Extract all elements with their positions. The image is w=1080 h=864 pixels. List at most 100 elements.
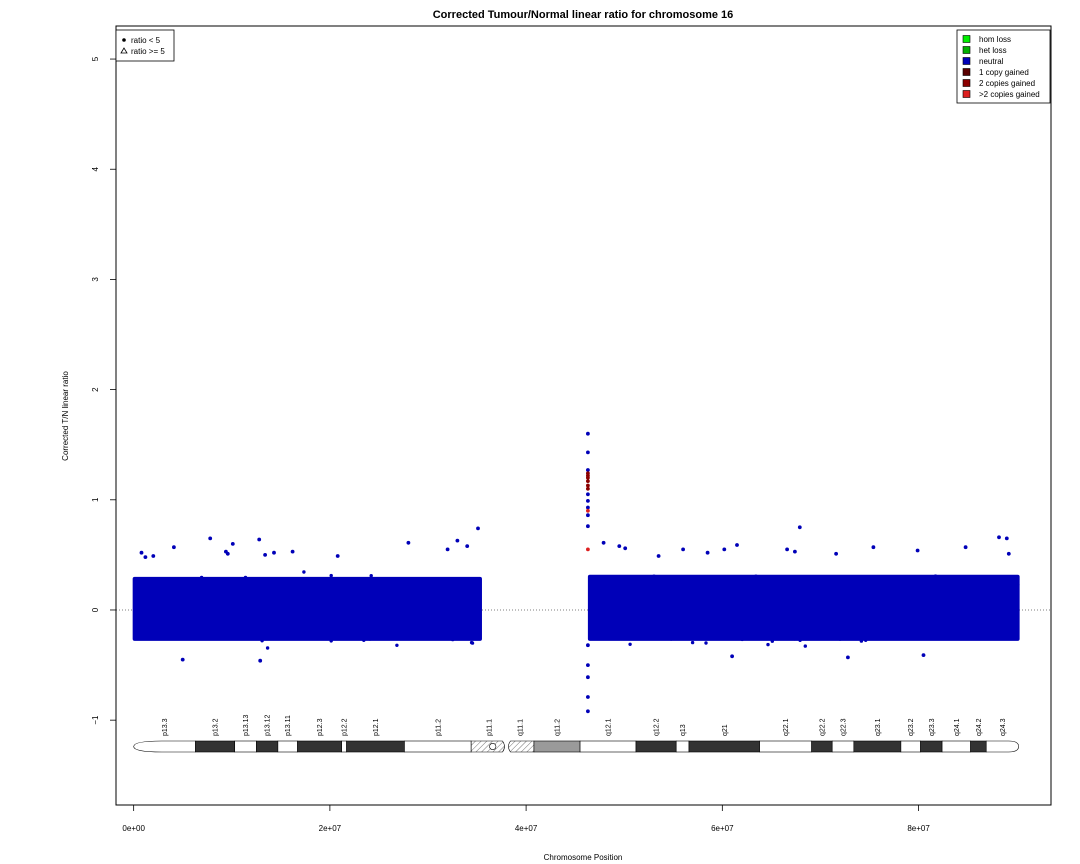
data-point	[933, 574, 938, 578]
plot-frame	[115, 25, 1052, 806]
ideogram-band-label: p13.11	[285, 715, 292, 736]
state-legend-label: 1 copy gained	[979, 68, 1029, 77]
ideogram-band	[675, 740, 690, 753]
centromere-marker	[489, 742, 497, 750]
ideogram-band-label: q22.3	[841, 718, 848, 736]
ideogram-band	[133, 740, 196, 753]
ideogram-band-label: q11.2	[555, 719, 562, 736]
ideogram-band	[346, 740, 405, 753]
chart-title: Corrected Tumour/Normal linear ratio for…	[433, 9, 734, 21]
open-triangle-icon	[120, 47, 128, 54]
data-point	[829, 634, 833, 639]
data-point	[302, 570, 306, 574]
data-point	[406, 540, 411, 545]
data-point	[230, 542, 235, 546]
shape-legend-label: ratio < 5	[131, 36, 161, 45]
data-point	[258, 582, 263, 587]
ideogram-band-label: q24.2	[976, 718, 983, 736]
data-point	[362, 638, 366, 642]
data-point	[290, 549, 295, 554]
ideogram-band-label: q12.2	[654, 718, 661, 736]
data-point	[257, 537, 262, 542]
data-point	[602, 581, 606, 585]
ideogram-band	[920, 740, 943, 753]
data-point	[777, 635, 781, 639]
ideogram-band	[853, 740, 902, 753]
data-point	[260, 639, 264, 643]
data-series	[586, 431, 590, 714]
data-point	[586, 483, 590, 488]
data-point	[705, 550, 710, 555]
ideogram-band-label: q24.1	[954, 718, 961, 736]
data-point	[948, 635, 952, 640]
data-point	[801, 582, 805, 586]
ideogram-band-label: q24.3	[1000, 718, 1007, 736]
data-point	[744, 635, 748, 640]
data-point	[728, 635, 732, 639]
data-series	[132, 525, 1020, 663]
ideogram-band	[635, 740, 677, 753]
data-point	[321, 580, 325, 584]
data-point	[628, 642, 632, 646]
data-point	[679, 632, 683, 637]
data-point	[586, 475, 590, 480]
data-point	[199, 575, 204, 580]
data-point	[1006, 551, 1011, 556]
data-point	[358, 633, 362, 637]
ideogram-band	[255, 740, 279, 753]
data-point	[803, 644, 807, 648]
data-point	[148, 582, 153, 586]
ideogram-band-label: q22.2	[819, 718, 826, 736]
state-swatch	[962, 46, 971, 54]
data-point	[196, 632, 200, 637]
data-point	[191, 582, 196, 586]
ideogram-band-label: q13	[680, 724, 687, 736]
data-point	[405, 632, 410, 637]
data-point	[735, 543, 739, 547]
data-point	[586, 663, 590, 667]
ideogram-band	[811, 740, 833, 753]
data-point	[754, 574, 758, 578]
data-point	[784, 583, 788, 587]
data-point	[263, 553, 267, 557]
data-point	[470, 641, 475, 645]
data-point	[921, 653, 926, 657]
dense-point-cloud	[587, 574, 1020, 641]
x-axis: 0e+00 2e+07 4e+07 6e+07 8e+07	[122, 805, 930, 833]
ideogram-band	[297, 740, 342, 753]
state-legend-label: >2 copies gained	[979, 90, 1040, 99]
data-point	[865, 581, 869, 585]
data-point	[798, 638, 802, 642]
data-point	[652, 574, 656, 578]
ideogram-band	[277, 740, 298, 753]
ideogram-band-label: p13.13	[243, 714, 250, 736]
data-point	[430, 636, 434, 640]
data-point	[265, 646, 270, 650]
data-point	[586, 675, 590, 680]
data-point	[617, 544, 622, 548]
data-point	[312, 632, 316, 637]
data-point	[403, 580, 407, 585]
data-point	[361, 633, 365, 637]
data-point	[766, 581, 770, 586]
x-tick-label: 2e+07	[319, 824, 342, 833]
data-point	[722, 547, 727, 552]
data-point	[452, 634, 456, 638]
data-point	[455, 538, 460, 543]
data-point	[989, 633, 993, 637]
data-point	[476, 526, 480, 531]
data-point	[826, 584, 831, 588]
state-legend-label: hom loss	[979, 35, 1011, 44]
data-point	[265, 583, 269, 588]
state-legend-label: neutral	[979, 57, 1004, 66]
data-point	[623, 546, 628, 551]
data-point	[851, 633, 856, 637]
data-point	[586, 508, 590, 513]
data-series	[586, 471, 590, 491]
ideogram-band-label: q23.1	[875, 718, 882, 736]
data-point	[971, 633, 975, 637]
ideogram-band-label: q11.1	[518, 719, 525, 736]
data-point	[1005, 580, 1010, 584]
data-point	[451, 637, 455, 642]
data-point	[244, 635, 248, 640]
